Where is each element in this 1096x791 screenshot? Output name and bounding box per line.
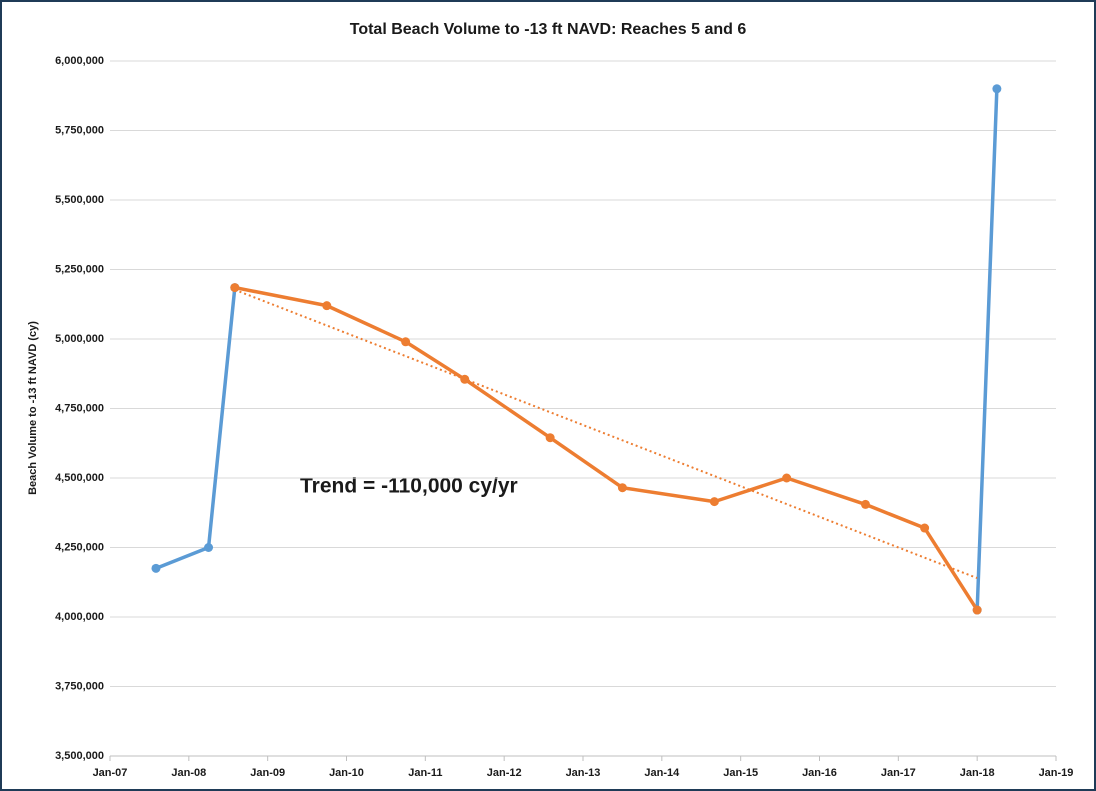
x-tick-label: Jan-10 xyxy=(329,767,364,779)
y-tick-label: 4,500,000 xyxy=(55,472,104,484)
x-tick-label: Jan-18 xyxy=(960,767,995,779)
x-tick-label: Jan-07 xyxy=(93,767,128,779)
trend-annotation: Trend = -110,000 cy/yr xyxy=(300,475,518,498)
data-point xyxy=(709,497,719,507)
data-point xyxy=(992,84,1002,94)
data-point xyxy=(860,499,870,509)
x-tick-label: Jan-11 xyxy=(408,767,442,779)
y-tick-label: 5,750,000 xyxy=(55,124,104,136)
data-point xyxy=(617,483,627,493)
x-tick-label: Jan-12 xyxy=(487,767,522,779)
x-tick-label: Jan-15 xyxy=(723,767,758,779)
x-tick-label: Jan-17 xyxy=(881,767,916,779)
x-tick-label: Jan-08 xyxy=(171,767,206,779)
y-tick-label: 4,000,000 xyxy=(55,611,104,623)
data-point xyxy=(151,563,161,573)
y-axis-label: Beach Volume to -13 ft NAVD (cy) xyxy=(27,321,39,495)
data-point xyxy=(545,433,555,443)
y-tick-label: 4,250,000 xyxy=(55,541,104,553)
y-tick-label: 5,000,000 xyxy=(55,333,104,345)
x-tick-label: Jan-14 xyxy=(644,767,680,779)
data-point xyxy=(322,301,332,311)
x-tick-label: Jan-13 xyxy=(566,767,601,779)
y-tick-label: 6,000,000 xyxy=(55,55,104,67)
y-tick-label: 4,750,000 xyxy=(55,402,104,414)
data-point xyxy=(782,473,792,483)
chart-title: Total Beach Volume to -13 ft NAVD: Reach… xyxy=(350,21,747,38)
data-point xyxy=(972,605,982,615)
x-tick-label: Jan-09 xyxy=(250,767,285,779)
x-tick-label: Jan-16 xyxy=(802,767,837,779)
data-point xyxy=(920,523,930,533)
y-tick-label: 5,500,000 xyxy=(55,194,104,206)
y-tick-label: 3,500,000 xyxy=(55,750,104,762)
data-point xyxy=(230,283,240,293)
x-tick-label: Jan-19 xyxy=(1039,767,1074,779)
data-point xyxy=(460,374,470,384)
y-tick-label: 5,250,000 xyxy=(55,263,104,275)
data-point xyxy=(401,337,411,347)
data-point xyxy=(204,543,214,552)
y-tick-label: 3,750,000 xyxy=(55,680,104,692)
